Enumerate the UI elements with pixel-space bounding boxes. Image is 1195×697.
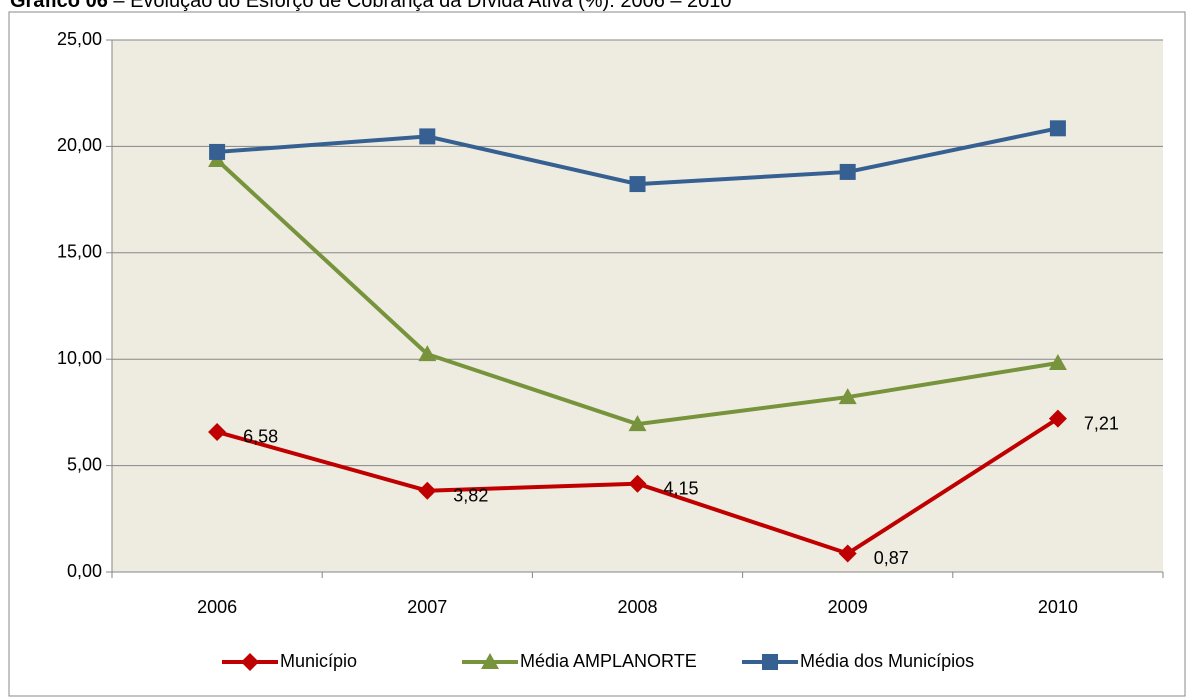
marker: [241, 653, 259, 671]
marker: [628, 415, 647, 432]
marker: [629, 176, 646, 193]
marker: [419, 128, 436, 145]
marker: [762, 654, 778, 670]
data-label: 0,87: [874, 548, 909, 568]
y-tick-label: 0,00: [67, 561, 102, 581]
y-tick-label: 10,00: [57, 348, 102, 368]
marker: [481, 653, 499, 669]
marker: [839, 163, 856, 180]
y-tick-label: 15,00: [57, 242, 102, 262]
marker: [838, 544, 857, 563]
legend-label: Média dos Municípios: [800, 651, 974, 671]
y-tick-label: 25,00: [57, 29, 102, 49]
y-tick-label: 5,00: [67, 454, 102, 474]
x-tick-label: 2006: [197, 597, 237, 617]
legend-label: Município: [280, 651, 357, 671]
data-label: 3,82: [453, 485, 488, 505]
marker: [209, 143, 226, 160]
chart-frame: [8, 11, 1186, 697]
x-tick-label: 2010: [1038, 597, 1078, 617]
legend-label: Média AMPLANORTE: [520, 651, 697, 671]
data-label: 4,15: [664, 478, 699, 498]
marker: [1048, 409, 1067, 428]
title-text: – Evolução do Esforço de Cobrança da Dív…: [108, 0, 732, 12]
marker: [1048, 354, 1067, 371]
marker: [208, 422, 227, 441]
marker: [418, 481, 437, 500]
marker: [628, 474, 647, 493]
data-label: 7,21: [1084, 413, 1119, 433]
x-tick-label: 2007: [407, 597, 447, 617]
y-tick-label: 20,00: [57, 135, 102, 155]
marker: [418, 345, 437, 362]
x-tick-label: 2008: [617, 597, 657, 617]
title-label: Gráfico 06: [10, 0, 108, 12]
data-label: 6,58: [243, 427, 278, 447]
marker: [1049, 120, 1066, 137]
marker: [838, 388, 857, 405]
chart-title: Gráfico 06 – Evolução do Esforço de Cobr…: [10, 0, 732, 12]
x-tick-label: 2009: [828, 597, 868, 617]
